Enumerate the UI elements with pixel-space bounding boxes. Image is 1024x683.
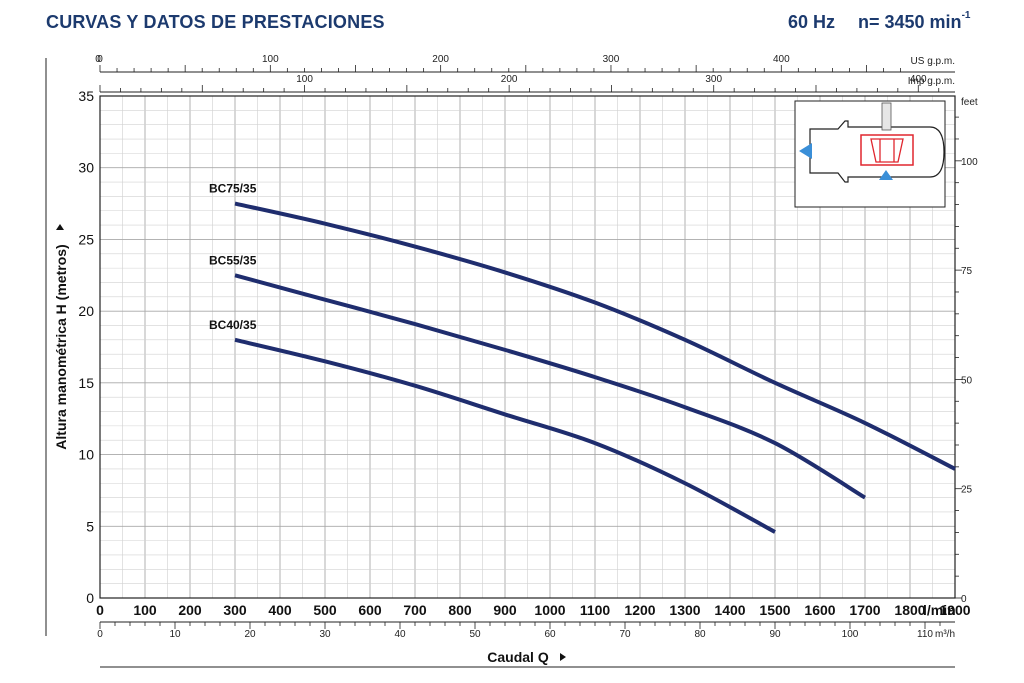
inlet-arrow-icon (879, 170, 893, 180)
us-gpm-tick-label: 400 (773, 54, 790, 65)
imp-gpm-tick-label: 300 (705, 74, 722, 85)
imp-gpm-tick-label: 200 (501, 74, 518, 85)
x-axis-arrow-icon (560, 653, 566, 661)
x-tick-label: 1100 (580, 602, 611, 618)
y-tick-label: 0 (86, 590, 94, 606)
x-tick-label: 0 (96, 602, 104, 618)
us-gpm-tick-label: 200 (432, 54, 449, 65)
outlet-arrow-icon (799, 143, 812, 159)
x-tick-label: 1700 (849, 602, 880, 618)
feet-tick-label: 100 (961, 157, 978, 168)
speed-label: n= 3450 min-1 (858, 10, 971, 32)
x-unit-label: l/min (923, 602, 956, 618)
m3h-tick-label: 10 (169, 629, 181, 640)
x-tick-label: 100 (133, 602, 157, 618)
us-gpm-tick-label: 300 (603, 54, 620, 65)
m3h-tick-label: 110 (917, 629, 933, 640)
us-gpm-unit: US g.p.m. (911, 56, 955, 67)
feet-tick-label: 25 (961, 485, 973, 496)
imp-gpm-zero: 0 (95, 54, 101, 65)
x-tick-label: 300 (223, 602, 247, 618)
us-gpm-tick-label: 0 (97, 54, 103, 65)
curve-bc75-35 (234, 201, 956, 471)
x-tick-label: 1400 (714, 602, 745, 618)
x-tick-label: 700 (403, 602, 427, 618)
m3h-tick-label: 80 (694, 629, 706, 640)
m3h-tick-label: 50 (469, 629, 481, 640)
x-tick-label: 1900 (939, 602, 970, 618)
pump-shaft-icon (881, 102, 892, 131)
m3h-tick-label: 70 (619, 629, 631, 640)
feet-tick-label: 50 (961, 375, 973, 386)
x-tick-label: 400 (268, 602, 292, 618)
us-gpm-tick-label: 100 (262, 54, 279, 65)
curve-label: BC75/35 (209, 182, 257, 196)
imp-gpm-tick-label: 400 (910, 74, 927, 85)
x-tick-label: 200 (178, 602, 202, 618)
m3h-tick-label: 60 (544, 629, 556, 640)
x-tick-label: 600 (358, 602, 382, 618)
y-tick-label: 35 (78, 88, 94, 104)
x-tick-label: 1200 (624, 602, 655, 618)
impeller-housing-icon (860, 134, 914, 166)
m3h-unit: m³/h (935, 629, 955, 640)
m3h-tick-label: 90 (769, 629, 781, 640)
curve-bc40-35 (234, 337, 776, 534)
frequency-label: 60 Hz (788, 12, 836, 32)
x-tick-label: 1600 (804, 602, 835, 618)
m3h-tick-label: 30 (319, 629, 331, 640)
x-tick-label: 1500 (759, 602, 790, 618)
y-axis-arrow-icon (56, 224, 64, 230)
m3h-tick-label: 100 (842, 629, 859, 640)
y-tick-label: 30 (78, 160, 94, 176)
x-tick-label: 500 (313, 602, 337, 618)
curve-label: BC55/35 (209, 253, 257, 267)
impeller-icon (870, 138, 904, 163)
x-tick-label: 1000 (534, 602, 565, 618)
curve-label: BC40/35 (209, 318, 257, 332)
y-axis-title: Altura manométrica H (metros) (53, 244, 69, 449)
imp-gpm-unit: Imp g.p.m. (908, 76, 955, 87)
feet-tick-label: 0 (961, 594, 967, 605)
y-tick-label: 20 (78, 303, 94, 319)
x-tick-label: 1300 (669, 602, 700, 618)
x-tick-label: 800 (448, 602, 472, 618)
m3h-tick-label: 20 (244, 629, 256, 640)
plot-frame (99, 95, 956, 599)
y-tick-label: 15 (78, 375, 94, 391)
curve-bc55-35 (234, 273, 867, 500)
m3h-tick-label: 40 (394, 629, 406, 640)
chart-title: CURVAS Y DATOS DE PRESTACIONES (46, 12, 385, 32)
x-tick-label: 900 (493, 602, 517, 618)
y-tick-label: 10 (78, 447, 94, 463)
imp-gpm-tick-label: 100 (296, 74, 313, 85)
pump-body-outline (809, 120, 945, 183)
y-tick-label: 25 (78, 231, 94, 247)
feet-unit: feet (961, 97, 978, 108)
feet-tick-label: 75 (961, 266, 973, 277)
x-tick-label: 1800 (894, 602, 925, 618)
y-tick-label: 5 (86, 518, 94, 534)
x-axis-title: Caudal Q (487, 649, 549, 665)
m3h-tick-label: 0 (97, 629, 103, 640)
